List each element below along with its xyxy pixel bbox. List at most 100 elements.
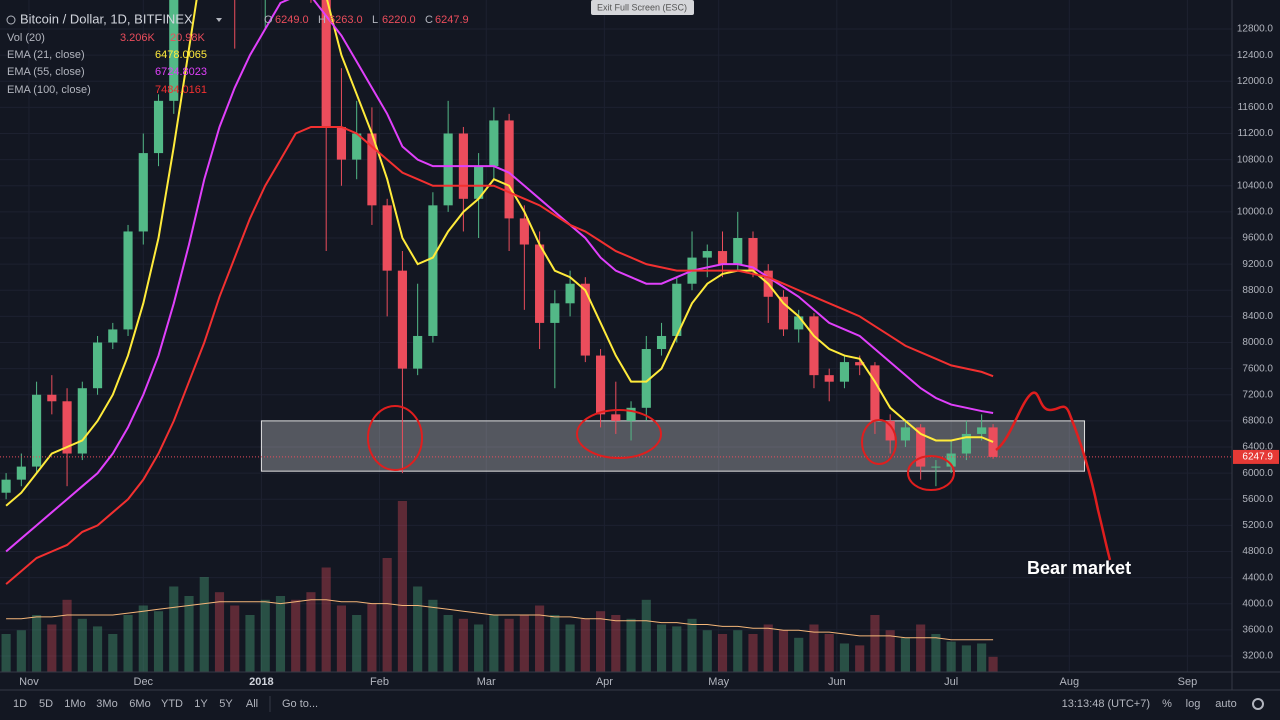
volume-bar xyxy=(672,626,682,672)
symbol: Bitcoin / Dollar, 1D, BITFINEX xyxy=(20,11,193,26)
volume-bar xyxy=(153,611,164,672)
ohlc-label: H xyxy=(318,14,326,26)
volume-bar xyxy=(382,558,392,672)
candle-body xyxy=(47,394,57,402)
volume-bar xyxy=(946,641,956,672)
candle-body xyxy=(321,0,331,127)
candle-body xyxy=(580,283,590,356)
volume-bar xyxy=(687,618,697,672)
volume-bar xyxy=(184,596,194,672)
candle-body xyxy=(855,362,865,366)
range-button[interactable]: 1D xyxy=(13,698,27,710)
volume-bar xyxy=(47,624,57,672)
circle-mark xyxy=(576,409,662,459)
y-tick-label: 7600.0 xyxy=(1242,363,1273,374)
settings-button[interactable] xyxy=(1252,698,1264,710)
candle-body xyxy=(336,126,347,160)
ema-line xyxy=(5,125,994,585)
volume-bar xyxy=(230,605,240,672)
y-tick-label: 5200.0 xyxy=(1242,520,1273,531)
candle-body xyxy=(809,316,819,376)
candle-body xyxy=(504,120,514,219)
volume-bar xyxy=(702,630,712,672)
volume-bar xyxy=(611,615,621,672)
volume-bar xyxy=(16,630,26,672)
volume-bar xyxy=(245,615,255,672)
candle-body xyxy=(733,237,743,265)
candle-body xyxy=(169,0,179,101)
volume-bar xyxy=(108,634,118,672)
circle-mark xyxy=(861,419,897,465)
candle-body xyxy=(519,218,529,245)
candle-body xyxy=(123,231,133,330)
study-value: 3.206K xyxy=(120,32,156,44)
volume-bar xyxy=(138,605,148,672)
goto-button[interactable]: Go to... xyxy=(282,698,318,710)
candle-body xyxy=(672,283,682,336)
y-tick-label: 11200.0 xyxy=(1238,128,1274,139)
range-button[interactable]: 1Mo xyxy=(64,698,85,710)
candle-body xyxy=(138,153,148,232)
support-zone xyxy=(260,420,1086,472)
dropdown[interactable] xyxy=(216,18,222,22)
circle-mark xyxy=(907,455,955,491)
candle-body xyxy=(656,335,667,350)
exit-button[interactable] xyxy=(591,0,694,15)
volume-bar xyxy=(733,630,743,672)
y-tick-label: 12400.0 xyxy=(1237,50,1274,61)
hand-drawings xyxy=(367,391,1112,561)
range-button[interactable]: 1Y xyxy=(194,698,208,710)
ohlc-label: C xyxy=(425,14,433,26)
candle-body xyxy=(32,394,42,467)
scale-option[interactable]: log xyxy=(1186,698,1201,710)
candle-body xyxy=(595,355,606,415)
candle-body xyxy=(382,205,392,271)
range-button[interactable]: All xyxy=(246,698,258,710)
range-button[interactable]: 5Y xyxy=(219,698,233,710)
candle-body xyxy=(153,100,164,154)
range-button[interactable]: 5D xyxy=(39,698,53,710)
volume-bar xyxy=(275,596,286,672)
range-button[interactable]: 6Mo xyxy=(129,698,150,710)
projection-line xyxy=(995,391,1112,561)
volume-bar xyxy=(214,592,225,672)
volume-bar xyxy=(291,599,301,672)
candle-body xyxy=(885,420,895,441)
study-value: 6478.0065 xyxy=(155,49,207,61)
volume-bar xyxy=(988,656,998,672)
exit-button-label[interactable]: Exit Full Screen (ESC) xyxy=(597,2,687,12)
volume-bar xyxy=(870,615,880,672)
range-button[interactable]: YTD xyxy=(161,698,183,710)
volume-bar xyxy=(595,611,606,672)
y-tick-label: 12000.0 xyxy=(1237,76,1274,87)
study-name: Vol (20) xyxy=(7,32,45,44)
volume-bar xyxy=(580,618,590,672)
study-name: EMA (21, close) xyxy=(7,49,85,61)
range-button[interactable]: 3Mo xyxy=(96,698,117,710)
volume-bar xyxy=(656,624,667,672)
axes: 3200.0 3600.0 4000.0 4400.0 4800.0 5200.0 5600… xyxy=(19,24,1279,688)
volume-bar xyxy=(748,634,758,672)
last-price-tag xyxy=(1233,449,1279,464)
y-tick-label: 4800.0 xyxy=(1242,546,1273,557)
volume-bar xyxy=(397,501,407,672)
x-tick-label: Dec xyxy=(134,676,154,688)
volume-bar xyxy=(428,599,438,672)
candle-body xyxy=(988,427,998,457)
ohlc-value: 6220.0 xyxy=(382,14,416,26)
y-tick-label: 6800.0 xyxy=(1242,416,1273,427)
candle-body xyxy=(794,316,804,330)
scale-option[interactable]: % xyxy=(1162,698,1172,710)
volume-bar xyxy=(977,643,987,672)
toolbar: 1D 5D 1Mo 3Mo 6Mo YTD 1Y 5Y All Go to... 13:13:48 … xyxy=(13,696,1264,712)
volume-bar xyxy=(778,630,789,672)
y-tick-label: 11600.0 xyxy=(1238,102,1274,113)
scale-option[interactable]: auto xyxy=(1215,698,1236,710)
candle-body xyxy=(550,303,560,323)
volume-bar xyxy=(1,634,11,672)
y-tick-label: 4000.0 xyxy=(1242,598,1273,609)
y-tick-label: 9600.0 xyxy=(1242,233,1273,244)
candle-body xyxy=(839,362,850,382)
x-tick-label: Jul xyxy=(944,676,958,688)
volume-bar xyxy=(458,618,468,672)
